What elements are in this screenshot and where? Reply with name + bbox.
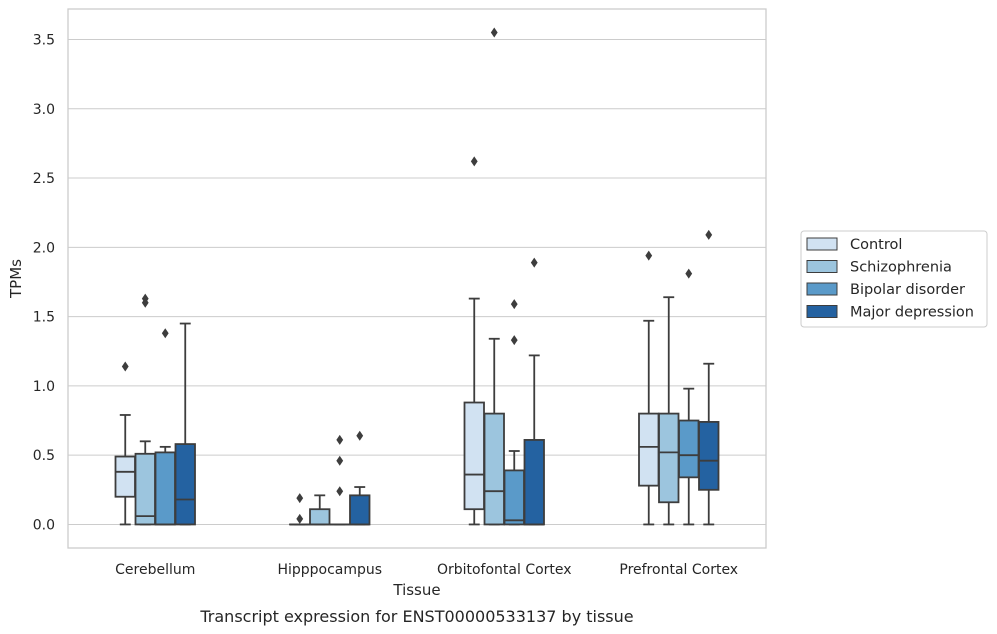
legend-swatch <box>806 260 838 273</box>
legend-swatch <box>806 305 838 318</box>
box-iqr <box>698 421 720 491</box>
x-tick-label: Orbitofontal Cortex <box>437 562 572 578</box>
y-tick-labels: 0.0 0.5 1.0 1.5 2.0 2.5 3.0 3.5 <box>33 32 55 533</box>
outlier-point <box>510 299 518 310</box>
box-schizophrenia <box>658 296 680 526</box>
box-control <box>289 493 311 526</box>
y-tick-label: 2.0 <box>33 240 55 256</box>
box-schizophrenia <box>134 293 156 526</box>
outlier-point <box>161 328 169 339</box>
outlier-point <box>336 486 344 497</box>
y-tick-label: 3.5 <box>33 32 55 48</box>
box-iqr <box>114 455 136 498</box>
y-tick-label: 3.0 <box>33 102 55 118</box>
box-iqr <box>483 412 505 526</box>
box-iqr <box>349 494 371 526</box>
outlier-point <box>705 229 713 240</box>
box-control <box>463 156 485 526</box>
outlier-point <box>296 493 304 504</box>
outlier-point <box>356 430 364 441</box>
box-iqr <box>134 452 156 526</box>
outlier-point <box>490 27 498 38</box>
y-tick-label: 0.0 <box>33 517 55 533</box>
box-schizophrenia <box>309 494 331 526</box>
box-iqr <box>658 412 680 504</box>
box-iqr <box>678 419 700 479</box>
box-control <box>114 361 136 526</box>
box-iqr <box>154 451 176 526</box>
outlier-point <box>685 268 693 279</box>
legend: Control Schizophrenia Bipolar disorder Majo… <box>800 230 988 328</box>
x-tick-label: Prefrontal Cortex <box>619 562 738 578</box>
outlier-point <box>470 156 478 167</box>
outlier-point <box>296 513 304 524</box>
box-major-depression <box>174 322 196 526</box>
box-bipolar-disorder <box>329 434 351 526</box>
outlier-point <box>510 335 518 346</box>
chart-caption: Transcript expression for ENST0000053313… <box>199 607 633 626</box>
box-bipolar-disorder <box>154 328 176 526</box>
y-tick-label: 2.5 <box>33 171 55 187</box>
plot-frame <box>67 8 767 549</box>
box-major-depression <box>698 229 720 526</box>
y-tick-label: 0.5 <box>33 448 55 464</box>
legend-label: Bipolar disorder <box>850 282 965 298</box>
x-tick-labels: Cerebellum Hipppocampus Orbitofontal Corte… <box>115 562 738 578</box>
outlier-point <box>141 293 149 304</box>
box-iqr <box>174 443 196 526</box>
box-control <box>638 250 660 526</box>
outlier-point <box>645 250 653 261</box>
legend-label: Schizophrenia <box>850 260 952 276</box>
x-axis-title: Tissue <box>392 581 440 599</box>
boxes <box>114 27 720 526</box>
box-iqr <box>503 469 525 526</box>
outlier-point <box>336 434 344 445</box>
box-major-depression <box>349 430 371 526</box>
outlier-point <box>530 257 538 268</box>
legend-frame <box>800 230 988 328</box>
legend-swatch <box>806 282 838 296</box>
box-bipolar-disorder <box>503 299 525 526</box>
outlier-point <box>336 455 344 466</box>
legend-swatch <box>806 237 838 251</box>
y-axis-title: TPMs <box>7 259 25 299</box>
x-tick-label: Cerebellum <box>115 562 195 578</box>
legend-label: Major depression <box>850 305 974 321</box>
legend-label: Control <box>850 237 902 253</box>
outlier-point <box>121 361 129 372</box>
box-iqr <box>463 401 485 511</box>
box-schizophrenia <box>483 27 505 526</box>
box-iqr <box>309 508 331 526</box>
y-tick-label: 1.0 <box>33 379 55 395</box>
box-bipolar-disorder <box>678 268 700 526</box>
box-iqr <box>523 439 545 526</box>
box-iqr <box>638 412 660 487</box>
x-tick-label: Hipppocampus <box>277 562 382 578</box>
y-tick-label: 1.5 <box>33 310 55 326</box>
box-major-depression <box>523 257 545 526</box>
